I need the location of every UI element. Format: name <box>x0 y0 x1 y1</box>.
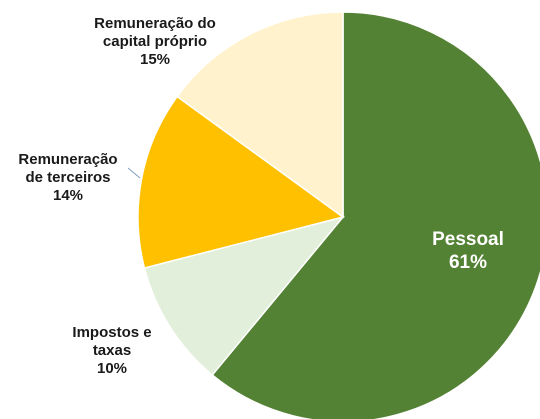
value-label: 10% <box>96 360 128 377</box>
pie-slice <box>137 95 345 269</box>
category-name: Pessoal <box>432 229 504 250</box>
category-name: Impostos e taxas <box>72 324 152 359</box>
value-label: 61% <box>448 252 488 273</box>
slice-label: Pessoal 61% <box>408 228 528 274</box>
value-label: 14% <box>52 187 84 204</box>
leader-line <box>127 167 141 179</box>
slice-label: Remuneração do capital próprio 15% <box>75 15 235 69</box>
slice-label: Remuneração de terceiros 14% <box>11 151 126 205</box>
pie-slice <box>176 11 344 219</box>
value-label: 15% <box>139 51 171 68</box>
pie-slice <box>211 11 540 419</box>
slice-label: Impostos e taxas 10% <box>67 324 157 378</box>
pie-slice <box>143 215 346 377</box>
category-name: Remuneração do capital próprio <box>94 15 216 50</box>
category-name: Remuneração de terceiros <box>18 151 118 186</box>
